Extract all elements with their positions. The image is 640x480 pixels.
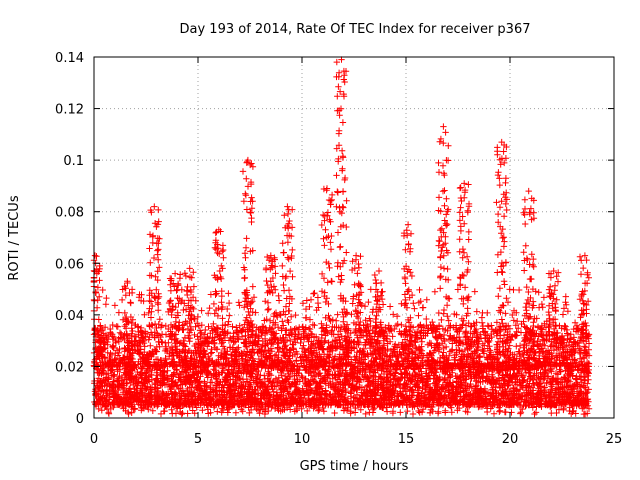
data-point (177, 371, 184, 378)
data-point (484, 322, 491, 329)
data-point (256, 410, 263, 417)
data-point (149, 407, 156, 414)
data-point (532, 409, 540, 416)
data-point (347, 410, 354, 417)
data-point (320, 408, 328, 415)
data-point (448, 409, 455, 416)
data-point (561, 325, 568, 333)
data-point (184, 410, 191, 417)
data-point (496, 407, 504, 414)
data-point (362, 410, 369, 418)
data-point (477, 331, 484, 338)
data-point (309, 321, 317, 328)
data-point (404, 407, 411, 415)
data-point (172, 410, 180, 417)
scatter-points (90, 56, 593, 418)
data-point (229, 323, 236, 330)
data-point (199, 407, 206, 414)
data-point (125, 410, 132, 418)
data-point (207, 350, 214, 357)
data-point (585, 405, 593, 412)
data-point (168, 406, 175, 413)
data-point (440, 331, 448, 339)
data-point (439, 325, 447, 332)
data-point (409, 410, 417, 418)
data-point (337, 328, 344, 335)
data-point (165, 339, 172, 346)
data-point (468, 384, 475, 392)
data-point (212, 367, 219, 374)
data-point (241, 321, 248, 328)
data-point (139, 364, 146, 372)
data-point (442, 409, 449, 416)
data-point (128, 409, 135, 416)
data-point (579, 354, 587, 361)
data-point (531, 410, 538, 418)
data-point (485, 339, 492, 346)
data-point (162, 343, 170, 350)
data-point (517, 409, 525, 416)
data-point (383, 408, 391, 415)
data-point (153, 324, 160, 332)
data-point (331, 409, 338, 417)
data-point (435, 408, 442, 415)
data-point (158, 331, 166, 338)
data-point (351, 409, 359, 416)
data-point (392, 322, 400, 329)
data-point (501, 408, 509, 416)
data-point (436, 331, 443, 338)
data-point (147, 342, 154, 349)
data-point (480, 328, 487, 335)
data-point (281, 406, 288, 413)
data-point (98, 407, 105, 414)
data-point (397, 409, 404, 416)
data-point (540, 349, 547, 356)
data-point (398, 321, 405, 329)
data-point (508, 409, 515, 416)
